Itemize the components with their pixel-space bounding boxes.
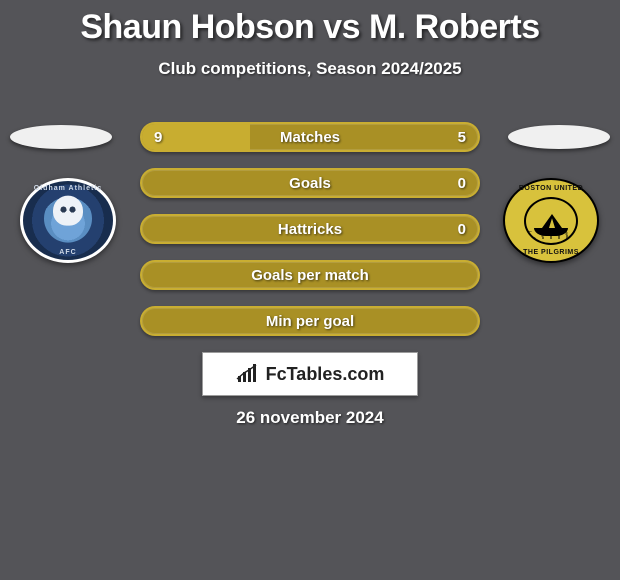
footer-date: 26 november 2024 (0, 408, 620, 428)
stat-bars: Matches95Goals0Hattricks0Goals per match… (140, 122, 480, 352)
stat-label: Hattricks (142, 216, 478, 242)
source-logo-box: FcTables.com (202, 352, 418, 396)
team-badge-right: BOSTON UNITED THE PILGRIMS (503, 178, 599, 263)
badge-right-bottom-text: THE PILGRIMS (505, 249, 597, 256)
owl-icon (44, 194, 92, 242)
badge-left-top-text: Oldham Athletic (23, 185, 113, 192)
stat-row: Min per goal (140, 306, 480, 336)
stat-value-right: 0 (446, 170, 478, 196)
stat-row: Goals per match (140, 260, 480, 290)
team-badge-left: Oldham Athletic AFC (20, 178, 116, 263)
stat-label: Min per goal (142, 308, 478, 334)
flag-left (10, 125, 112, 149)
flag-right (508, 125, 610, 149)
badge-left-bottom-text: AFC (23, 249, 113, 256)
stat-value-right: 0 (446, 216, 478, 242)
stat-label: Goals (142, 170, 478, 196)
page-subtitle: Club competitions, Season 2024/2025 (0, 59, 620, 79)
stat-value-left: 9 (142, 124, 174, 150)
badge-right-top-text: BOSTON UNITED (505, 185, 597, 192)
stat-row: Matches9 5 (140, 122, 480, 152)
bar-chart-icon (236, 364, 260, 384)
ship-icon (532, 212, 570, 236)
stat-row: Hattricks0 (140, 214, 480, 244)
page-title: Shaun Hobson vs M. Roberts (0, 0, 620, 47)
stat-label: Matches (142, 124, 478, 150)
stat-row: Goals0 (140, 168, 480, 198)
source-logo-text: FcTables.com (266, 364, 385, 385)
stat-value-right: 5 (446, 124, 478, 150)
stat-label: Goals per match (142, 262, 478, 288)
